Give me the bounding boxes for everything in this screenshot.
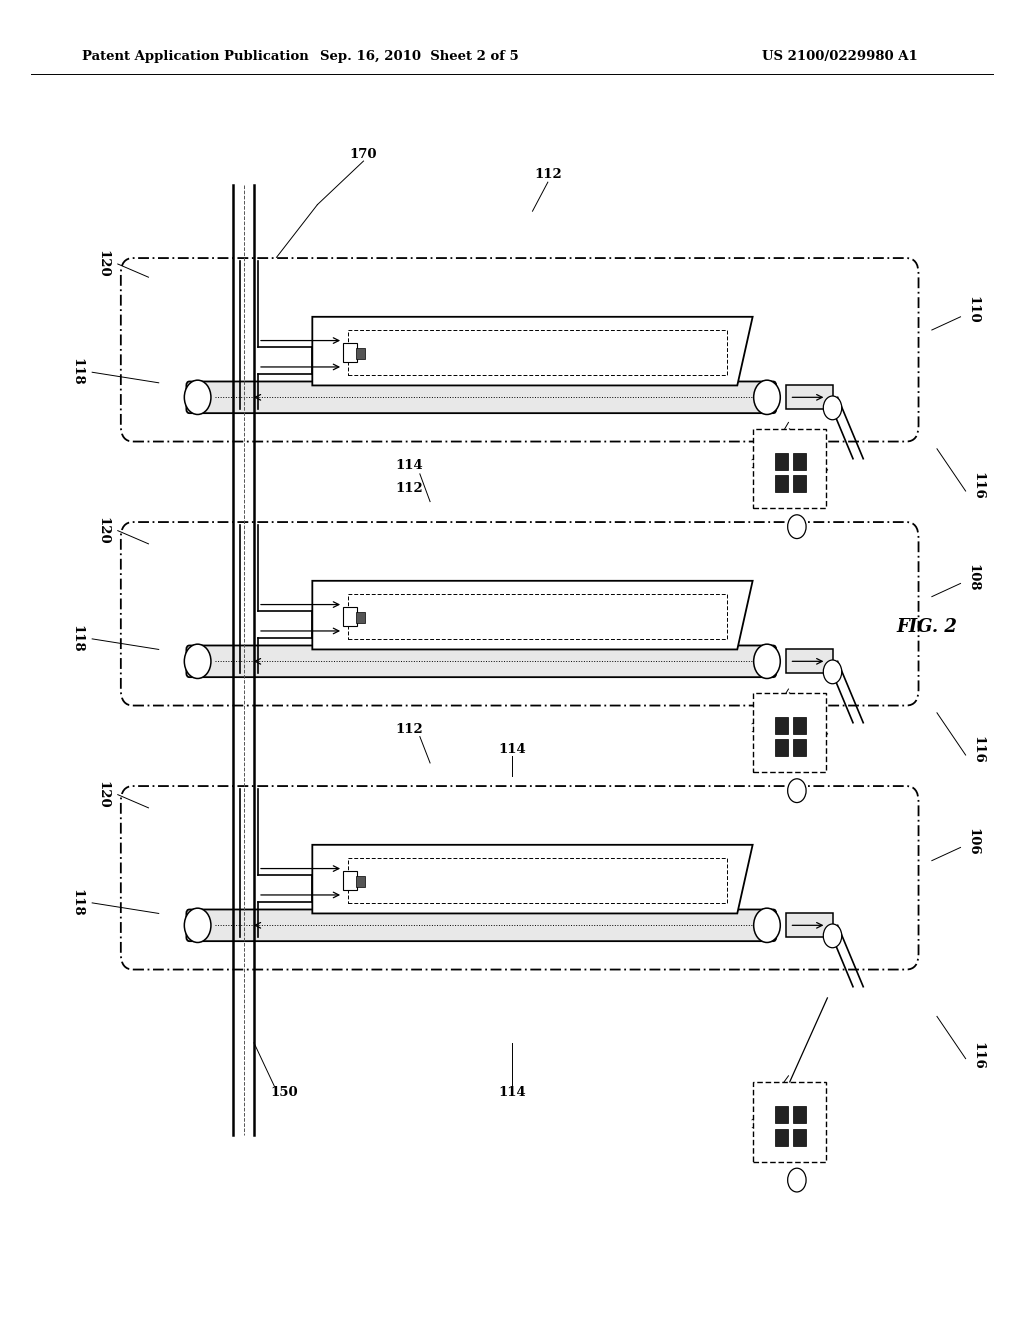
Bar: [775, 717, 788, 734]
Bar: [793, 739, 806, 756]
Bar: [775, 739, 788, 756]
Text: 118: 118: [71, 359, 83, 385]
Text: 116: 116: [972, 1041, 984, 1071]
Circle shape: [184, 380, 211, 414]
FancyBboxPatch shape: [186, 381, 776, 413]
Bar: [343, 607, 357, 626]
Text: 160: 160: [750, 458, 776, 471]
Text: 120: 120: [96, 517, 109, 544]
Bar: [348, 858, 727, 903]
Bar: [775, 453, 788, 470]
Text: 112: 112: [395, 723, 424, 737]
Text: 112: 112: [534, 168, 562, 181]
Text: 116: 116: [972, 735, 984, 764]
Bar: [356, 612, 365, 623]
Bar: [343, 871, 357, 890]
Text: 160: 160: [750, 722, 776, 735]
FancyBboxPatch shape: [121, 785, 919, 969]
Bar: [348, 594, 727, 639]
Bar: [775, 1106, 788, 1123]
Bar: [356, 876, 365, 887]
FancyBboxPatch shape: [186, 645, 776, 677]
Bar: [786, 913, 833, 937]
Text: 150: 150: [271, 1086, 298, 1100]
Circle shape: [184, 908, 211, 942]
Text: FIG. 2: FIG. 2: [896, 618, 956, 636]
Bar: [753, 693, 826, 772]
Bar: [753, 429, 826, 508]
Polygon shape: [312, 845, 753, 913]
Text: 118: 118: [71, 890, 83, 916]
Text: 118: 118: [71, 626, 83, 652]
Bar: [753, 1082, 826, 1162]
FancyBboxPatch shape: [121, 521, 919, 705]
Bar: [793, 717, 806, 734]
Bar: [775, 1129, 788, 1146]
Text: 112: 112: [395, 482, 424, 495]
Text: 108: 108: [967, 565, 979, 591]
Circle shape: [787, 1168, 806, 1192]
Text: 106: 106: [967, 829, 979, 855]
FancyBboxPatch shape: [186, 909, 776, 941]
Bar: [343, 343, 357, 362]
Polygon shape: [312, 317, 753, 385]
Text: 110: 110: [967, 297, 979, 323]
Text: US 2100/0229980 A1: US 2100/0229980 A1: [762, 50, 918, 63]
Circle shape: [787, 515, 806, 539]
Text: Sep. 16, 2010  Sheet 2 of 5: Sep. 16, 2010 Sheet 2 of 5: [321, 50, 519, 63]
Bar: [786, 649, 833, 673]
Circle shape: [823, 924, 842, 948]
Text: Patent Application Publication: Patent Application Publication: [82, 50, 308, 63]
Text: 114: 114: [395, 459, 424, 473]
Polygon shape: [312, 581, 753, 649]
Text: 170: 170: [350, 148, 377, 161]
Circle shape: [787, 779, 806, 803]
Text: 120: 120: [96, 251, 109, 277]
Circle shape: [823, 660, 842, 684]
FancyBboxPatch shape: [121, 259, 919, 441]
Text: 114: 114: [498, 743, 526, 756]
Bar: [793, 475, 806, 492]
Bar: [793, 1129, 806, 1146]
Text: 160: 160: [750, 1118, 776, 1131]
Circle shape: [754, 644, 780, 678]
Bar: [793, 453, 806, 470]
Bar: [348, 330, 727, 375]
Bar: [786, 385, 833, 409]
Circle shape: [184, 644, 211, 678]
Circle shape: [754, 380, 780, 414]
Circle shape: [754, 908, 780, 942]
Bar: [793, 1106, 806, 1123]
Text: 114: 114: [498, 1086, 526, 1100]
Circle shape: [823, 396, 842, 420]
Bar: [356, 348, 365, 359]
Text: 120: 120: [96, 781, 109, 808]
Text: 116: 116: [972, 471, 984, 500]
Bar: [775, 475, 788, 492]
